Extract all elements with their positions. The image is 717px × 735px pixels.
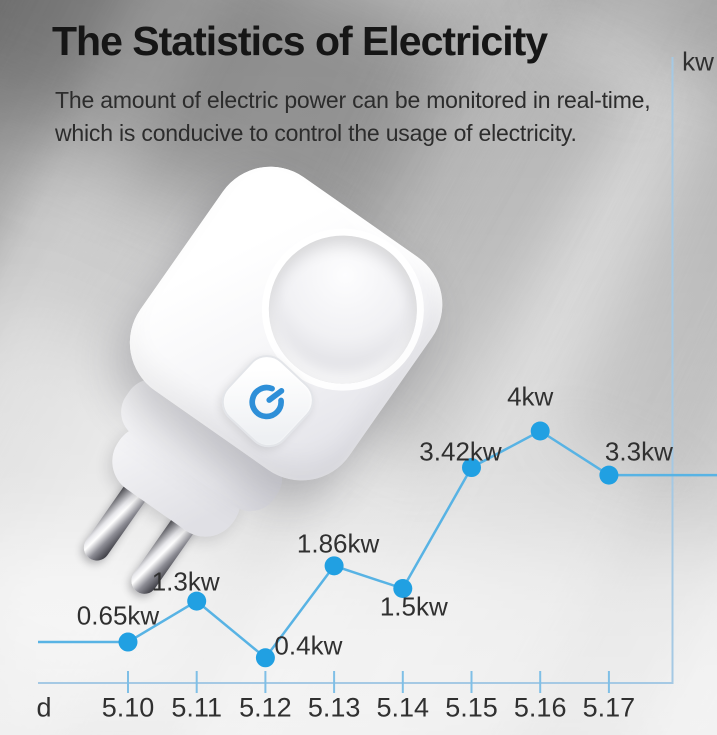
data-point (530, 421, 550, 441)
power-icon (249, 384, 285, 420)
data-point (599, 465, 619, 485)
page-subtitle: The amount of electric power can be moni… (55, 84, 651, 150)
data-point (462, 458, 481, 478)
page-title: The Statistics of Electricity (52, 18, 548, 64)
data-point (393, 579, 413, 598)
data-point (187, 591, 207, 611)
data-point (118, 632, 138, 652)
data-point (255, 648, 275, 668)
subtitle-line-1: The amount of electric power can be moni… (55, 87, 651, 113)
usage-line (38, 429, 717, 660)
smart-plug-photo (20, 143, 480, 638)
subtitle-line-2: which is conducive to control the usage … (55, 120, 577, 146)
smart-plug (0, 74, 560, 723)
data-point (324, 556, 344, 576)
plug-body (107, 143, 466, 504)
power-button (212, 346, 323, 457)
